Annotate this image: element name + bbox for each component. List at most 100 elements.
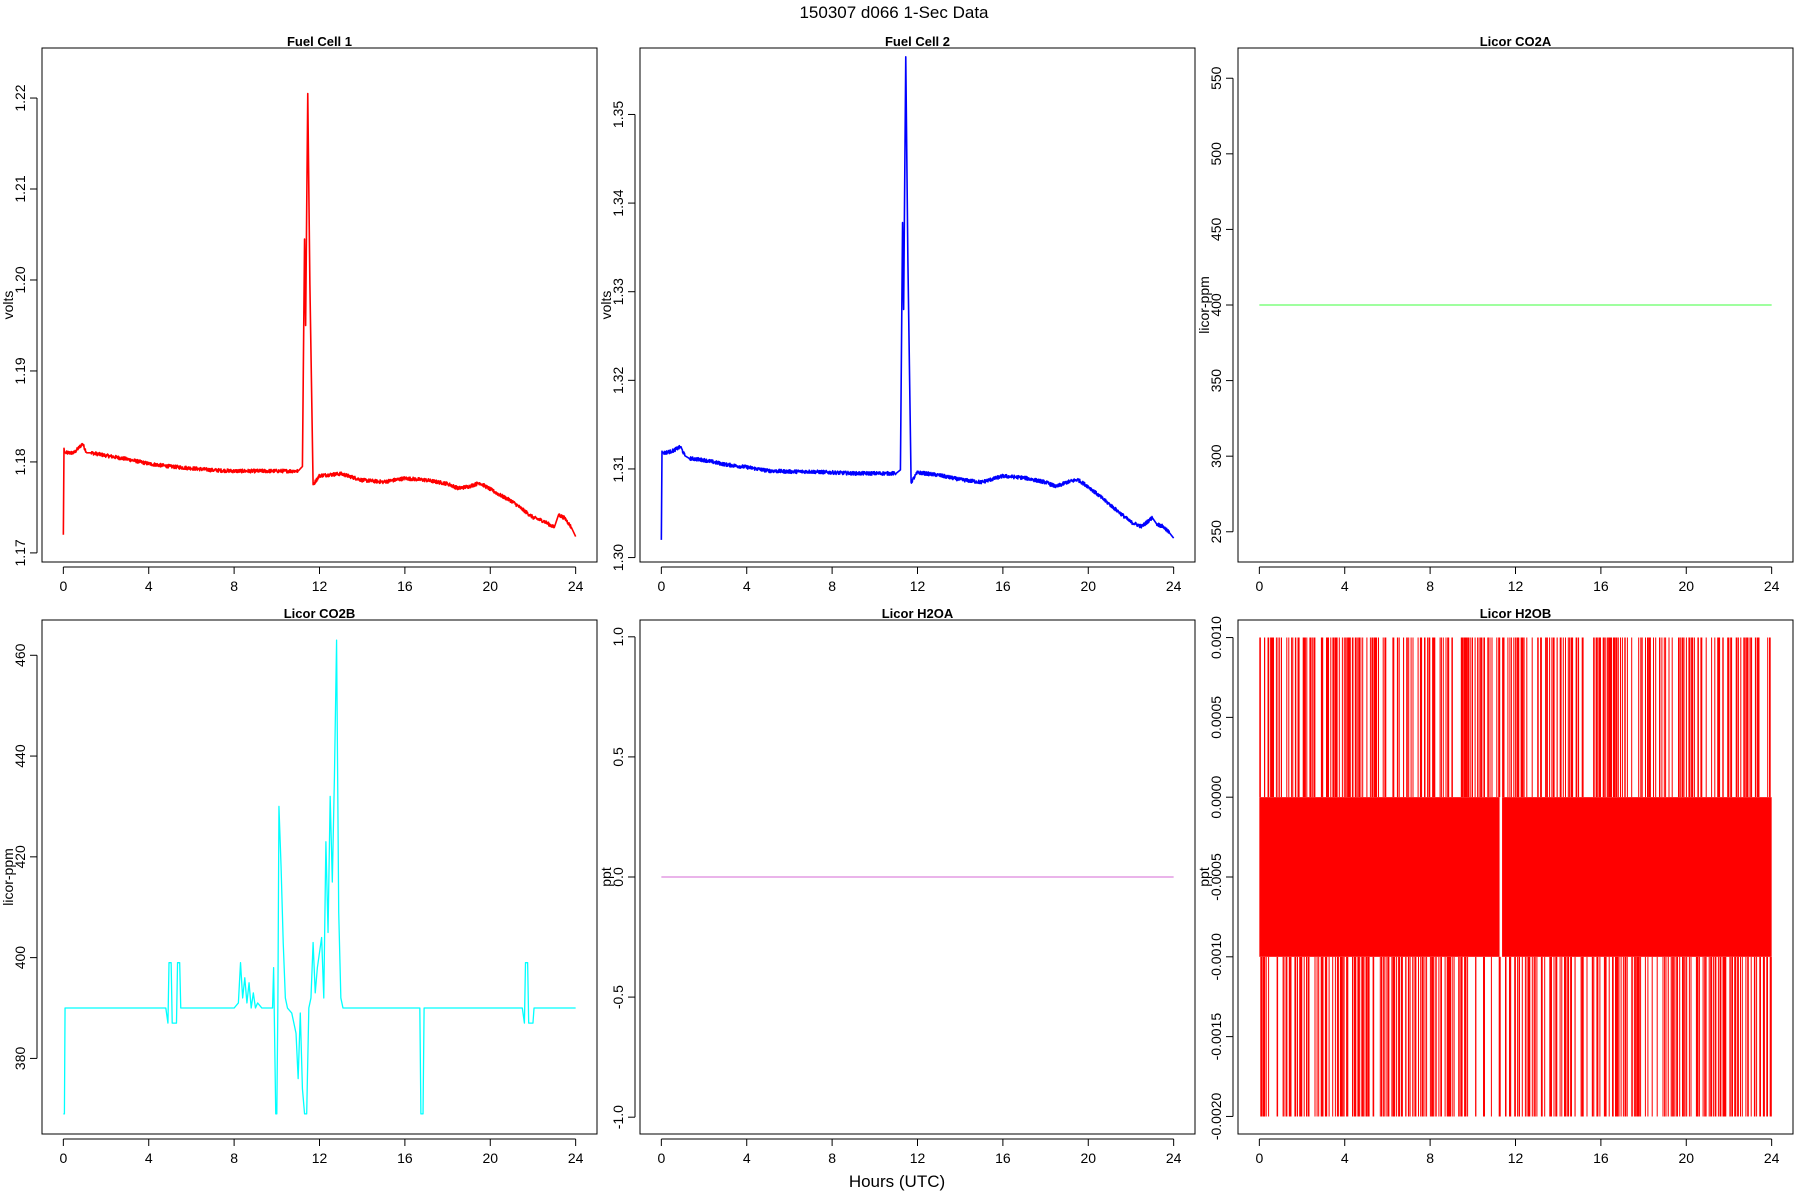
y-tick-label: 0.5 [610, 747, 626, 767]
y-tick-label: -1.0 [610, 1105, 626, 1129]
x-tick-label: 16 [1593, 578, 1609, 594]
x-tick-label: 20 [482, 578, 498, 594]
y-tick-label: 350 [1208, 369, 1224, 393]
x-tick-label: 24 [1764, 1150, 1780, 1166]
plot-frame [41, 47, 598, 563]
x-tick-label: 20 [482, 1150, 498, 1166]
y-axis-label: ppt [598, 867, 614, 887]
x-tick-label: 0 [59, 1150, 67, 1166]
plot-frame [41, 619, 598, 1135]
x-tick-label: 16 [995, 578, 1011, 594]
x-tick-label: 4 [1341, 578, 1349, 594]
y-tick-label: -0.0015 [1208, 1013, 1224, 1061]
y-tick-label: 1.32 [610, 366, 626, 393]
panel-3: Licor CO2A licor-ppm 0 4 8 12 16 20 24 250 300 350 4… [1196, 34, 1794, 594]
x-tick-label: 24 [568, 1150, 584, 1166]
x-tick-label: 20 [1080, 1150, 1096, 1166]
data-band-right [1502, 797, 1772, 957]
y-tick-label: 400 [12, 946, 28, 970]
plot-area [1259, 637, 1772, 1117]
panel-6: Licor H2OB ppt 0 4 8 12 16 20 24 -0.0020 -0.0015 -0… [1196, 606, 1794, 1166]
x-tick-label: 12 [1508, 1150, 1524, 1166]
x-tick-label: 24 [1764, 578, 1780, 594]
y-tick-label: 0.0005 [1208, 696, 1224, 739]
plot-frame [639, 47, 1196, 563]
y-axis-label: ppt [1196, 867, 1212, 887]
data-spikes [1259, 637, 1772, 1117]
plot-area [62, 92, 577, 537]
x-tick-label: 24 [568, 578, 584, 594]
panel-5: Licor H2OA ppt 0 4 8 12 16 20 24 -1.0 -0.5 0.0 0.5 1.… [598, 606, 1196, 1166]
panel-title: Fuel Cell 1 [287, 34, 352, 49]
y-tick-label: 400 [1208, 293, 1224, 317]
y-tick-label: 1.31 [610, 455, 626, 482]
data-series-line [63, 639, 576, 1115]
y-tick-label: 1.19 [12, 357, 28, 384]
x-tick-label: 16 [1593, 1150, 1609, 1166]
panel-2: Fuel Cell 2 volts 0 4 8 12 16 20 24 1.30 1.31 1.32 1… [598, 34, 1196, 594]
panels: Fuel Cell 1 volts 0 4 8 12 16 20 24 1.17 1.18 1.19 1… [0, 34, 1794, 1166]
y-tick-label: 1.35 [610, 101, 626, 128]
x-tick-label: 12 [312, 1150, 328, 1166]
x-tick-label: 16 [397, 578, 413, 594]
y-tick-label: 500 [1208, 142, 1224, 166]
y-tick-label: 1.30 [610, 544, 626, 571]
y-tick-label: -0.5 [610, 985, 626, 1009]
x-tick-label: 24 [1166, 1150, 1182, 1166]
x-tick-label: 0 [657, 578, 665, 594]
x-tick-label: 0 [1255, 578, 1263, 594]
y-tick-label: 440 [12, 744, 28, 768]
figure-title: 150307 d066 1-Sec Data [799, 3, 989, 22]
x-tick-label: 8 [828, 1150, 836, 1166]
x-tick-label: 8 [1426, 1150, 1434, 1166]
y-tick-label: 1.18 [12, 448, 28, 475]
y-tick-label: 380 [12, 1047, 28, 1071]
panel-1: Fuel Cell 1 volts 0 4 8 12 16 20 24 1.17 1.18 1.19 1… [0, 34, 598, 594]
x-tick-label: 8 [1426, 578, 1434, 594]
x-tick-label: 4 [145, 578, 153, 594]
y-tick-label: 0.0 [610, 867, 626, 887]
y-axis-label: licor-ppm [1196, 276, 1212, 334]
y-tick-label: 550 [1208, 66, 1224, 90]
x-tick-label: 20 [1678, 578, 1694, 594]
y-tick-label: 450 [1208, 218, 1224, 242]
x-tick-label: 16 [995, 1150, 1011, 1166]
y-tick-label: 1.21 [12, 175, 28, 202]
y-axis-label: volts [598, 291, 614, 320]
plot-area [63, 639, 576, 1115]
y-tick-label: 0.0000 [1208, 776, 1224, 819]
panel-title: Fuel Cell 2 [885, 34, 950, 49]
x-tick-label: 12 [312, 578, 328, 594]
x-tick-label: 8 [230, 1150, 238, 1166]
plot-frame [639, 619, 1196, 1135]
y-tick-label: 1.17 [12, 539, 28, 566]
x-tick-label: 20 [1678, 1150, 1694, 1166]
y-tick-label: 420 [12, 845, 28, 869]
x-tick-label: 4 [743, 1150, 751, 1166]
x-tick-label: 0 [1255, 1150, 1263, 1166]
y-tick-label: 0.0010 [1208, 616, 1224, 659]
data-series-line [62, 92, 577, 537]
plot-area [660, 56, 1175, 540]
panel-title: Licor CO2A [1480, 34, 1552, 49]
y-tick-label: -0.0005 [1208, 853, 1224, 901]
x-tick-label: 8 [230, 578, 238, 594]
y-tick-label: 1.33 [610, 278, 626, 305]
plot-frame [1237, 47, 1794, 563]
y-tick-label: 1.34 [610, 189, 626, 216]
x-axis-label: Hours (UTC) [849, 1172, 945, 1191]
y-tick-label: 1.22 [12, 84, 28, 111]
x-tick-label: 4 [1341, 1150, 1349, 1166]
x-tick-label: 12 [1508, 578, 1524, 594]
y-tick-label: -0.0020 [1208, 1092, 1224, 1140]
y-tick-label: 1.20 [12, 266, 28, 293]
panel-title: Licor H2OB [1480, 606, 1552, 621]
panel-title: Licor CO2B [284, 606, 356, 621]
y-tick-label: 300 [1208, 444, 1224, 468]
x-tick-label: 20 [1080, 578, 1096, 594]
x-tick-label: 12 [910, 1150, 926, 1166]
x-tick-label: 12 [910, 578, 926, 594]
panel-title: Licor H2OA [882, 606, 954, 621]
y-tick-label: 1.0 [610, 627, 626, 647]
